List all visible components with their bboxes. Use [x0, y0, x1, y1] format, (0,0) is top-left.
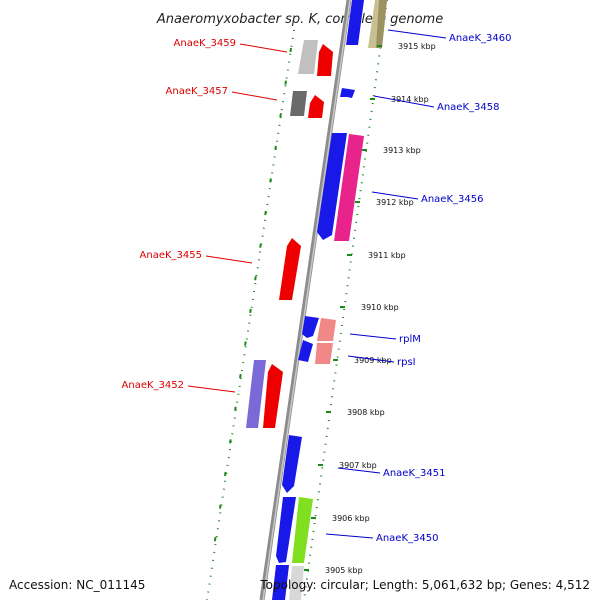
left-gene-label[interactable]: AnaeK_3457 [166, 86, 228, 97]
gene-bottom-blue[interactable] [272, 565, 289, 600]
right-label-leader [347, 355, 395, 363]
gene-rpsi[interactable] [315, 343, 333, 364]
gene-anaek-3457[interactable] [308, 95, 324, 118]
gene-rplm[interactable] [317, 318, 336, 341]
gene-anaek-3459[interactable] [317, 44, 333, 76]
scale-tick-label: 3913 kbp [383, 146, 421, 155]
gene-anaek-3459-grey[interactable] [298, 40, 318, 74]
genome-backbone-highlight [262, 0, 351, 600]
gene-anaek-3452[interactable] [263, 364, 283, 428]
gene-anaek-3456-blue[interactable] [317, 133, 347, 240]
gene-anaek-3450[interactable] [292, 497, 313, 563]
gene-features [246, 0, 387, 600]
left-gene-label[interactable]: AnaeK_3452 [122, 380, 184, 391]
gene-anaek-3450-blue[interactable] [276, 497, 296, 563]
right-label-leader [337, 467, 381, 474]
right-gene-label[interactable]: AnaeK_3451 [383, 468, 445, 479]
scale-tick-label: 3910 kbp [361, 303, 399, 312]
right-label-leader [371, 191, 419, 200]
scale-tick-label: 3912 kbp [376, 198, 414, 207]
scale-tick-label: 3909 kbp [354, 356, 392, 365]
scale-tick-label: 3905 kbp [325, 566, 363, 575]
right-label-leader [325, 533, 374, 539]
gene-anaek-3451[interactable] [282, 435, 302, 493]
gene-anaek-3455[interactable] [279, 238, 301, 300]
left-label-leader [231, 91, 278, 101]
gene-anaek-3460-b-shade [376, 0, 387, 48]
left-gene-label[interactable]: AnaeK_3459 [174, 38, 236, 49]
gene-anaek-3452-purple[interactable] [246, 360, 266, 428]
outer-right-guide [303, 0, 388, 600]
outer-left-long-dashes [211, 47, 292, 561]
scale-ticks: 3915 kbp 3914 kbp 3913 kbp 3912 kbp 3911 kbp… [304, 42, 436, 575]
right-label-leader [373, 95, 435, 108]
left-label-leader [239, 43, 288, 53]
scale-tick-label: 3906 kbp [332, 514, 370, 523]
scale-tick-label: 3907 kbp [339, 461, 377, 470]
outer-left-guide [206, 29, 295, 600]
genome-title: Anaeromyxobacter sp. K, complete genome [156, 12, 443, 27]
gene-anaek-3456[interactable] [334, 134, 364, 241]
left-label-leader [205, 255, 253, 264]
left-label-leader [187, 385, 236, 393]
gene-blue-3910-b[interactable] [298, 340, 313, 362]
gene-labels: AnaeK_3459 AnaeK_3457 AnaeK_3455 AnaeK_3452… [122, 29, 511, 544]
right-gene-label[interactable]: AnaeK_3450 [376, 533, 438, 544]
scale-tick-label: 3908 kbp [347, 408, 385, 417]
scale-tick-label: 3915 kbp [398, 42, 436, 51]
scale-tick-label: 3911 kbp [368, 251, 406, 260]
gene-anaek-3457-grey[interactable] [290, 91, 307, 116]
right-gene-label[interactable]: rplM [399, 334, 421, 345]
genome-backbone [259, 0, 352, 600]
right-label-leader [387, 29, 447, 39]
gene-anaek-3460-a[interactable] [346, 0, 364, 45]
right-gene-label[interactable]: rpsI [397, 357, 416, 368]
genome-summary-text: Topology: circular; Length: 5,061,632 bp… [260, 578, 590, 592]
right-gene-label[interactable]: AnaeK_3456 [421, 194, 483, 205]
left-gene-label[interactable]: AnaeK_3455 [140, 250, 202, 261]
right-gene-label[interactable]: AnaeK_3458 [437, 102, 499, 113]
accession-text: Accession: NC_011145 [9, 578, 146, 592]
gene-bottom-grey[interactable] [289, 566, 304, 600]
scale-tick-label: 3914 kbp [391, 95, 429, 104]
gene-blue-3910-a[interactable] [302, 316, 319, 338]
right-gene-label[interactable]: AnaeK_3460 [449, 33, 511, 44]
gene-anaek-3458[interactable] [340, 88, 355, 98]
right-label-leader [349, 333, 397, 340]
